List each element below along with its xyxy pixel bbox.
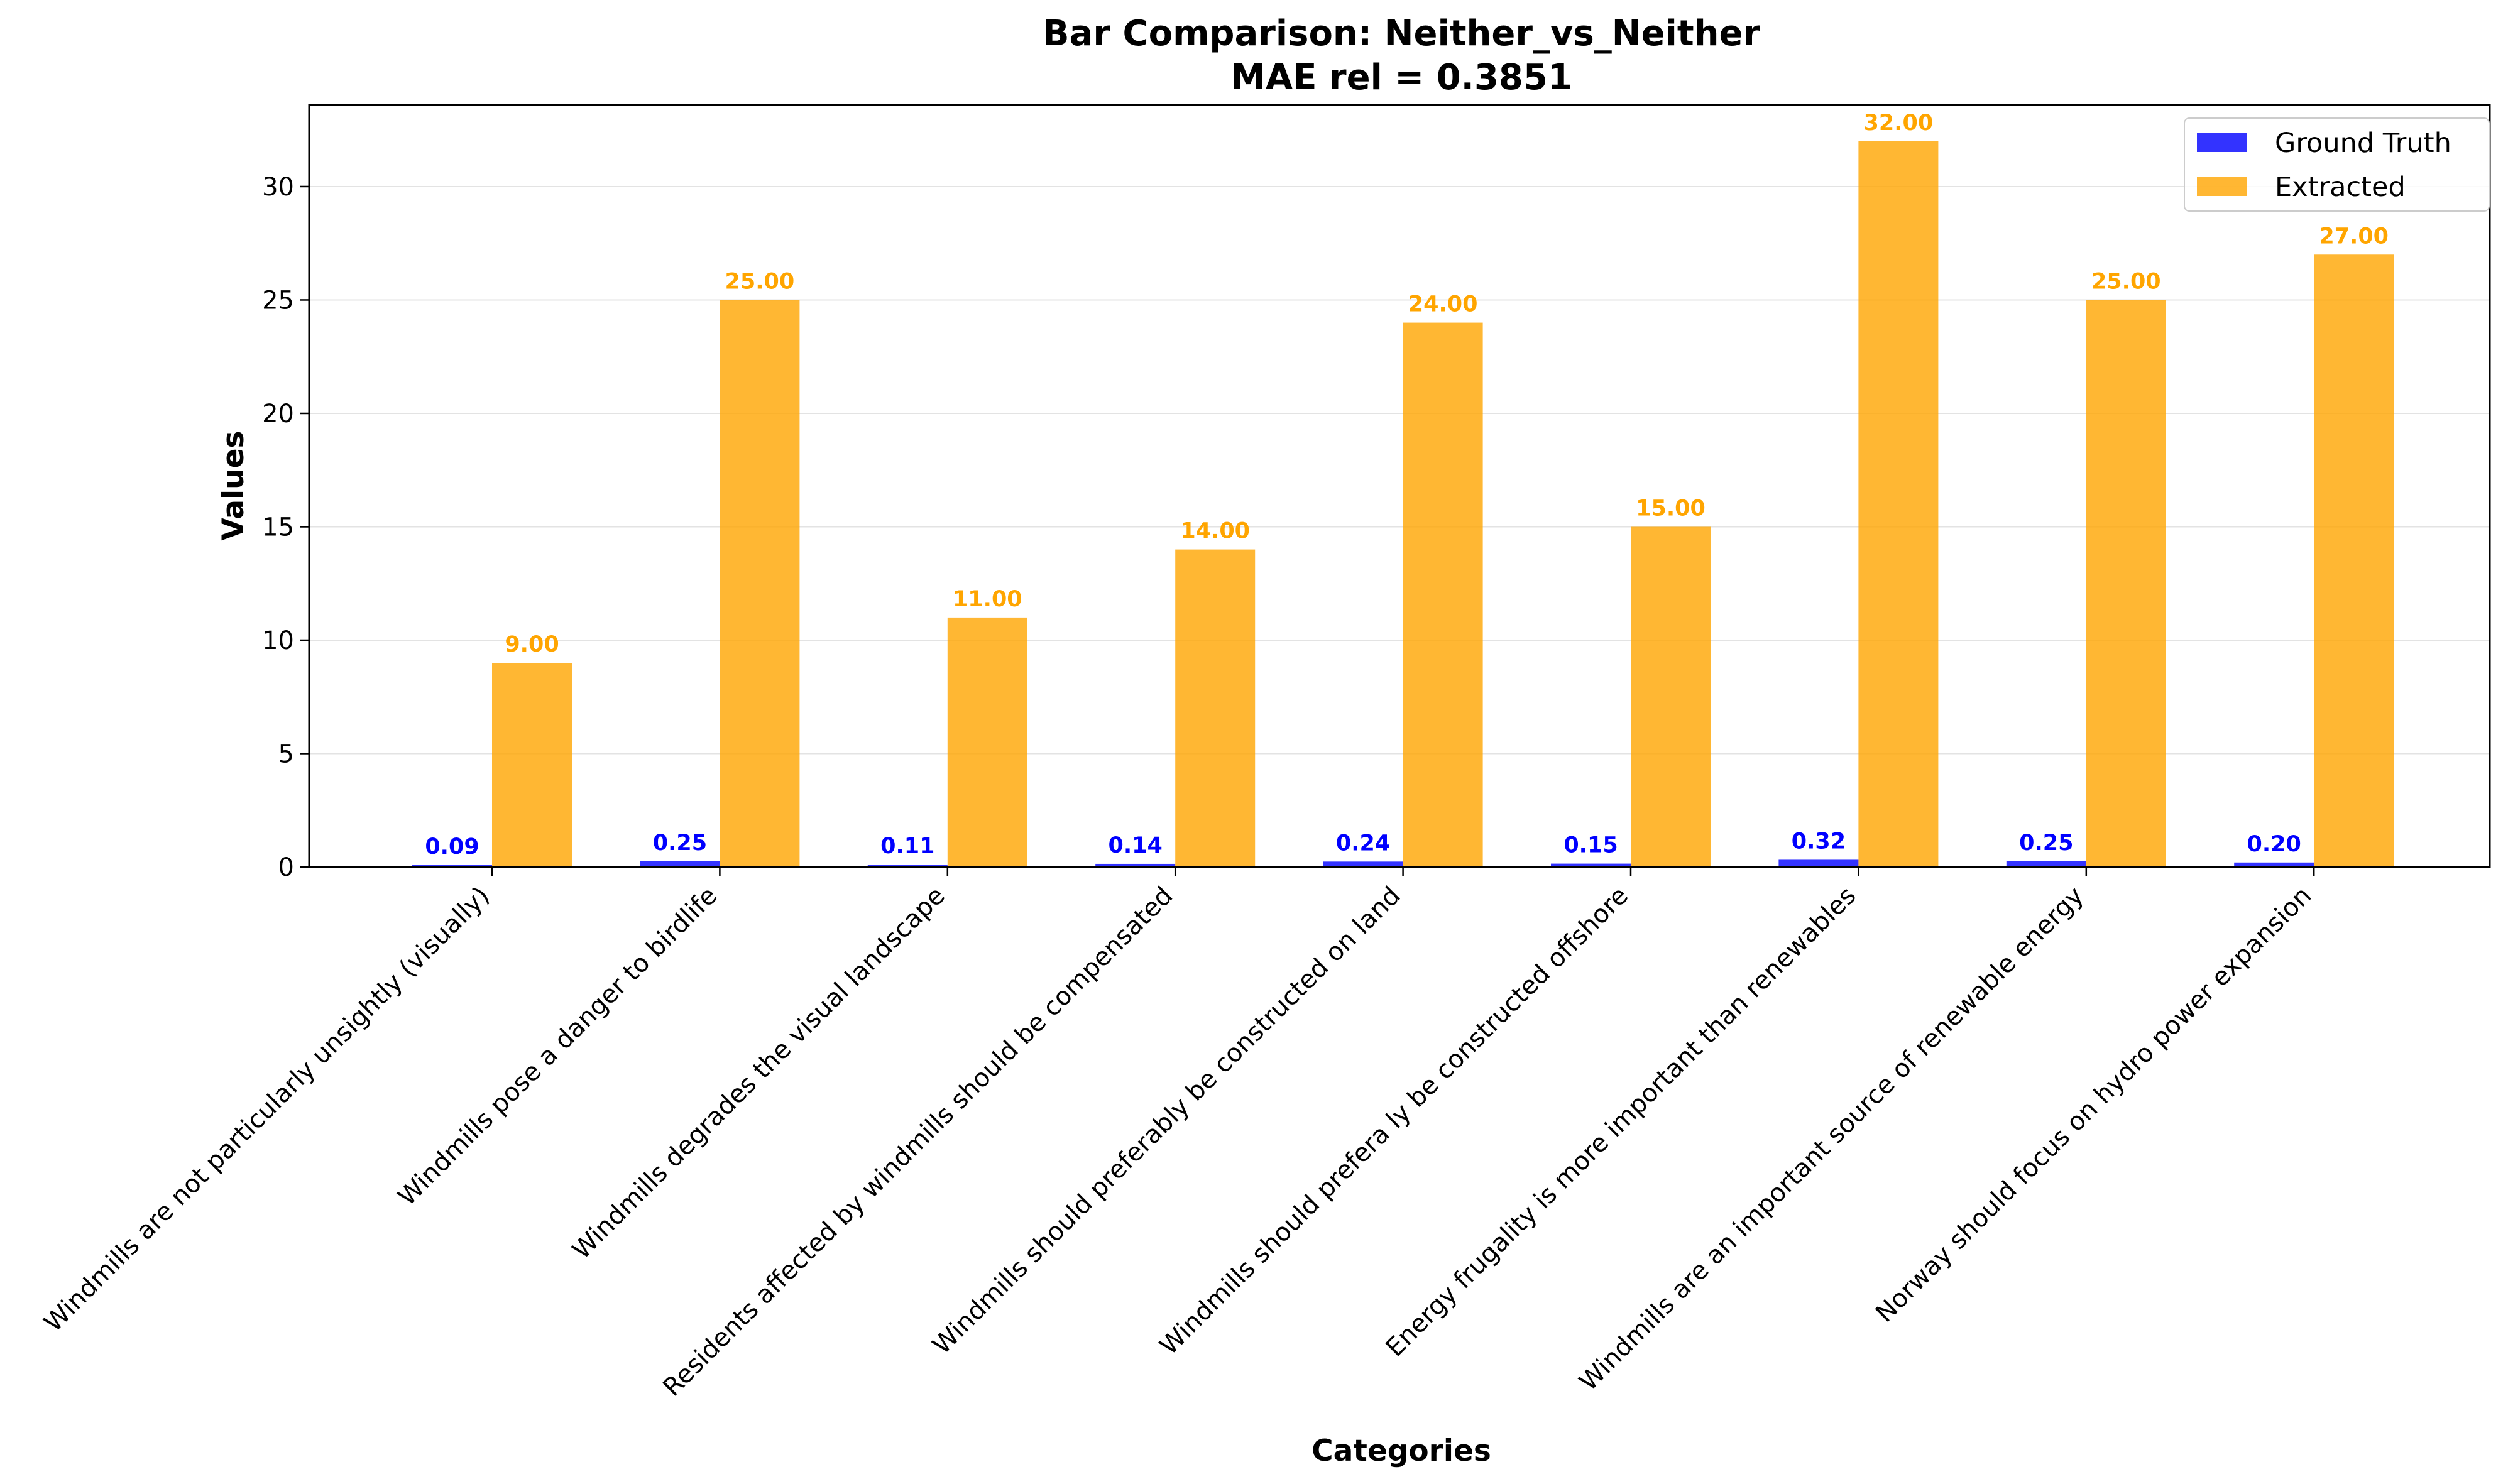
x-axis-label: Categories (1311, 1434, 1491, 1468)
chart-subtitle: MAE rel = 0.3851 (1230, 57, 1572, 98)
y-tick-label: 10 (262, 626, 294, 655)
y-axis-label: Values (216, 431, 251, 541)
value-label-ground-truth: 0.11 (880, 834, 934, 859)
y-tick-label: 20 (262, 400, 294, 428)
value-label-extracted: 24.00 (1408, 292, 1478, 317)
value-label-extracted: 9.00 (505, 632, 559, 657)
bar-extracted (1175, 549, 1256, 867)
value-label-ground-truth: 0.25 (2019, 831, 2073, 856)
value-label-extracted: 11.00 (953, 587, 1022, 612)
y-tick-label: 5 (278, 739, 294, 768)
legend-label-ground-truth: Ground Truth (2275, 128, 2451, 159)
value-label-ground-truth: 0.14 (1109, 833, 1163, 858)
y-tick-label: 0 (278, 853, 294, 882)
bars (412, 141, 2394, 868)
value-label-extracted: 27.00 (2319, 224, 2389, 249)
value-label-ground-truth: 0.20 (2247, 832, 2301, 857)
value-label-ground-truth: 0.09 (425, 834, 479, 859)
bar-ground-truth (1323, 861, 1403, 867)
y-tick-label: 30 (262, 173, 294, 202)
chart-title: Bar Comparison: Neither_vs_Neither (1043, 13, 1761, 54)
bar-extracted (2086, 300, 2166, 868)
bar-ground-truth (2234, 862, 2314, 867)
bar-extracted (1631, 526, 1711, 867)
bar-extracted (2314, 254, 2394, 868)
y-tick-label: 25 (262, 286, 294, 315)
bar-ground-truth (1551, 863, 1631, 867)
legend-label-extracted: Extracted (2275, 172, 2406, 203)
value-label-extracted: 15.00 (1636, 496, 1706, 521)
value-label-ground-truth: 0.24 (1336, 831, 1390, 856)
bar-extracted (947, 617, 1027, 867)
y-axis-ticks: 0 5 10 15 20 25 30 (262, 173, 309, 882)
value-label-ground-truth: 0.15 (1563, 833, 1618, 858)
legend: Ground Truth Extracted (2184, 117, 2490, 212)
value-label-extracted: 32.00 (1864, 111, 1934, 136)
bar-extracted (1403, 322, 1483, 867)
value-label-extracted: 14.00 (1180, 519, 1250, 544)
value-labels: 0.09 9.00 0.25 25.00 0.11 11.00 0.14 14.00 0.24 2… (425, 111, 2389, 859)
bar-ground-truth (1778, 859, 1859, 867)
legend-swatch-extracted (2197, 177, 2247, 196)
bar-ground-truth (867, 865, 948, 867)
value-label-ground-truth: 0.32 (1792, 829, 1846, 854)
plot-frame (308, 104, 2491, 868)
bar-extracted (720, 300, 800, 868)
bar-extracted (492, 663, 572, 867)
legend-box (2184, 117, 2490, 212)
bar-ground-truth (2006, 861, 2086, 867)
bar-ground-truth (640, 861, 720, 867)
y-tick-label: 15 (262, 513, 294, 542)
legend-swatch-ground-truth (2197, 133, 2247, 152)
value-label-extracted: 25.00 (725, 269, 795, 294)
value-label-extracted: 25.00 (2091, 269, 2161, 294)
bar-ground-truth (1095, 863, 1176, 867)
bar-extracted (1858, 141, 1939, 867)
bar-ground-truth (412, 865, 492, 867)
value-label-ground-truth: 0.25 (653, 831, 707, 856)
